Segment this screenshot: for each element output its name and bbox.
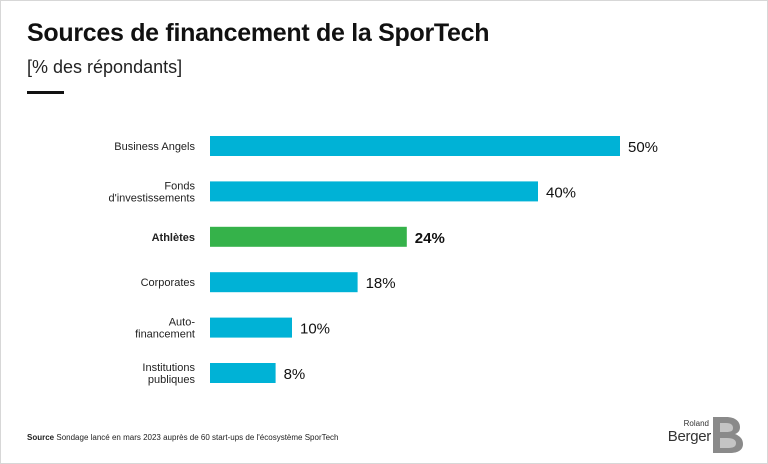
bar-chart: 50% Business Angels 40% Fonds d'investisseme… [109,136,658,386]
value-label-3: 18% [366,275,396,292]
value-label-5: 8% [284,366,306,383]
category-label-5: Institutions publiques [142,362,195,386]
value-label-2: 24% [415,230,445,247]
category-label-4: Auto-financement [135,317,195,341]
category-label-1: Fonds d'investissements [109,180,196,204]
chart-subtitle: [% des répondants] [27,57,183,77]
value-label-0: 50% [628,139,658,156]
bar-3 [210,272,358,293]
value-label-4: 10% [300,321,330,338]
bar-0 [210,136,620,156]
category-label-0: Business Angels [114,141,195,153]
bar-5 [210,363,276,383]
logo-text-roland: Roland [683,419,709,428]
source-note: Source Sondage lancé en mars 2023 auprès… [27,433,339,442]
source-text: Sondage lancé en mars 2023 auprès de 60 … [56,433,339,442]
bar-4 [210,317,292,338]
logo-b-mark [713,417,743,453]
source-label: Source [27,433,55,442]
value-label-1: 40% [546,184,576,201]
logo-text-berger: Berger [667,428,712,445]
bar-2 [210,226,407,247]
category-label-2: Athlètes [152,232,195,244]
chart-title: Sources de financement de la SporTech [27,19,490,47]
title-underline [27,91,64,94]
category-label-3: Corporates [141,277,196,289]
roland-berger-logo: Roland Berger [667,415,747,455]
bar-1 [210,181,538,202]
